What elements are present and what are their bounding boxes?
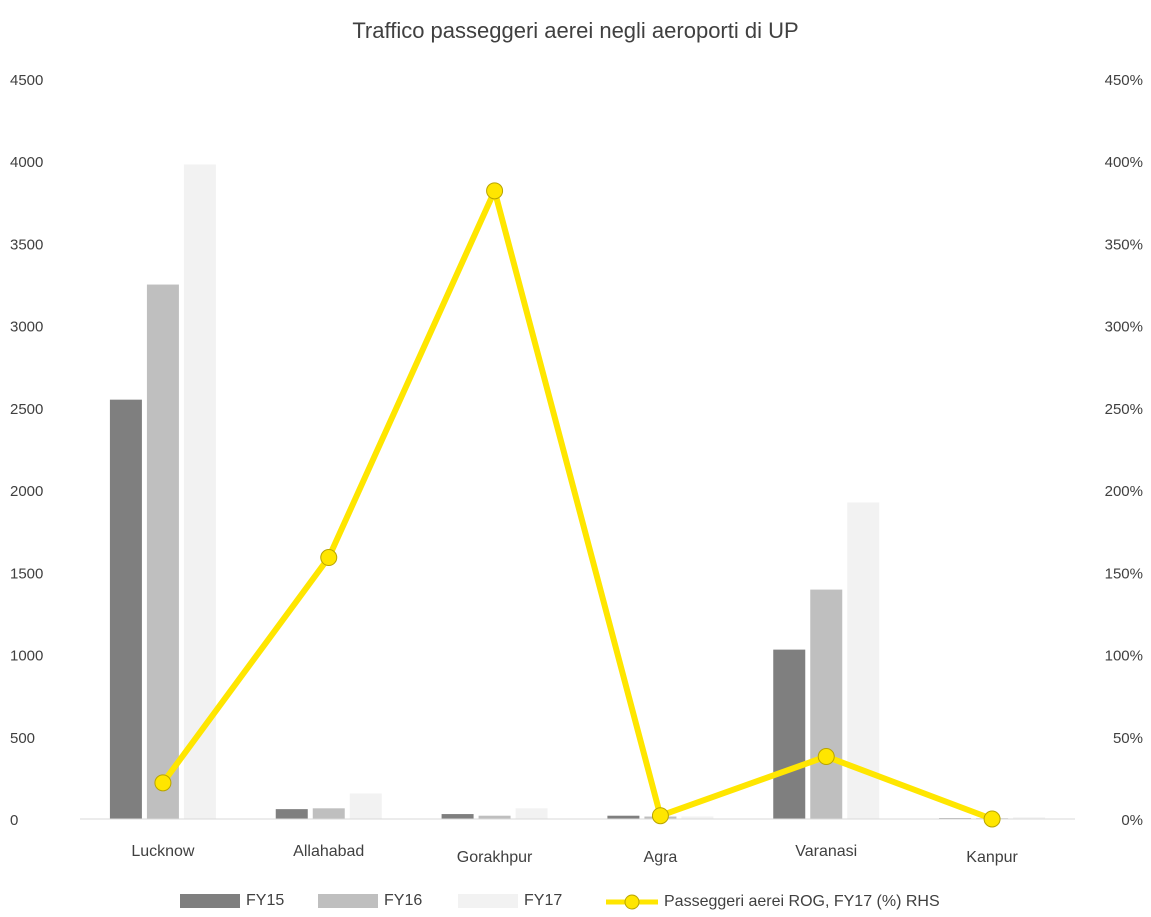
bar-fy16-allahabad xyxy=(312,808,345,819)
legend-item-fy16: FY16 xyxy=(318,892,422,910)
y-right-tick-label: 100% xyxy=(1105,648,1143,665)
legend-item-fy17: FY17 xyxy=(458,892,562,910)
x-tick-label: Agra xyxy=(644,849,678,866)
point-rog-allahabad xyxy=(320,549,338,567)
bar-fy17-gorakhpur xyxy=(515,808,548,819)
legend-item-rog: Passeggeri aerei ROG, FY17 (%) RHS xyxy=(606,892,940,912)
y-left-tick-label: 1000 xyxy=(10,648,43,665)
chart-title: Traffico passeggeri aerei negli aeroport… xyxy=(352,18,799,43)
x-tick-label: Kanpur xyxy=(966,849,1018,866)
legend: FY15 FY16 FY17 Passeggeri aerei ROG, FY1… xyxy=(0,892,1151,916)
legend-swatch-fy15 xyxy=(180,894,240,908)
y-right-tick-label: 300% xyxy=(1105,319,1143,336)
bar-fy15-varanasi xyxy=(773,649,806,819)
bar-fy15-gorakhpur xyxy=(441,814,474,819)
legend-label-fy17: FY17 xyxy=(524,892,563,909)
legend-label-fy16: FY16 xyxy=(384,892,423,909)
y-right-tick-label: 250% xyxy=(1105,401,1143,418)
y-right-tick-label: 200% xyxy=(1105,483,1143,500)
legend-swatch-fy16 xyxy=(318,894,378,908)
point-rog-lucknow xyxy=(154,774,172,792)
point-rog-varanasi xyxy=(817,748,835,766)
bar-fy15-agra xyxy=(607,815,640,819)
y-right-tick-label: 350% xyxy=(1105,236,1143,253)
y-left-tick-label: 4000 xyxy=(10,154,43,171)
legend-item-fy15: FY15 xyxy=(180,892,284,910)
bar-fy15-lucknow xyxy=(109,399,142,819)
y-right-tick-label: 0% xyxy=(1121,812,1143,829)
y-right-tick-label: 450% xyxy=(1105,72,1143,89)
y-right-tick-label: 150% xyxy=(1105,565,1143,582)
bar-fy15-allahabad xyxy=(275,809,308,819)
bar-fy16-varanasi xyxy=(810,589,843,819)
legend-line-marker-icon xyxy=(606,894,658,910)
y-right-tick-label: 50% xyxy=(1113,730,1143,747)
y-left-tick-label: 1500 xyxy=(10,565,43,582)
point-rog-gorakhpur xyxy=(486,182,504,200)
point-rog-kanpur xyxy=(983,810,1001,828)
y-left-tick-label: 3500 xyxy=(10,236,43,253)
x-tick-label: Varanasi xyxy=(795,843,857,860)
legend-label-fy15: FY15 xyxy=(246,892,285,909)
bar-fy17-agra xyxy=(681,816,714,819)
x-tick-label: Lucknow xyxy=(131,843,195,860)
line-rog-fy17 xyxy=(159,187,996,822)
bar-fy17-lucknow xyxy=(183,164,216,819)
legend-swatch-fy17 xyxy=(458,894,518,908)
y-left-tick-label: 4500 xyxy=(10,72,43,89)
y-left-tick-label: 500 xyxy=(10,730,35,747)
bar-fy17-kanpur xyxy=(1013,817,1046,819)
bar-fy17-allahabad xyxy=(349,793,382,819)
point-rog-agra xyxy=(651,807,669,825)
y-left-tick-label: 2500 xyxy=(10,401,43,418)
legend-label-rog: Passeggeri aerei ROG, FY17 (%) RHS xyxy=(664,893,940,910)
bar-fy16-lucknow xyxy=(146,284,179,819)
y-left-tick-label: 0 xyxy=(10,812,18,829)
x-tick-label: Allahabad xyxy=(293,843,364,860)
y-left-tick-label: 2000 xyxy=(10,483,43,500)
y-right-tick-label: 400% xyxy=(1105,154,1143,171)
y-left-tick-label: 3000 xyxy=(10,319,43,336)
bar-fy16-gorakhpur xyxy=(478,815,511,819)
plot-area: 0 500 1000 1500 2000 2500 3000 3500 4000 4500 0% 50… xyxy=(10,72,1143,866)
x-tick-label: Gorakhpur xyxy=(457,849,533,866)
